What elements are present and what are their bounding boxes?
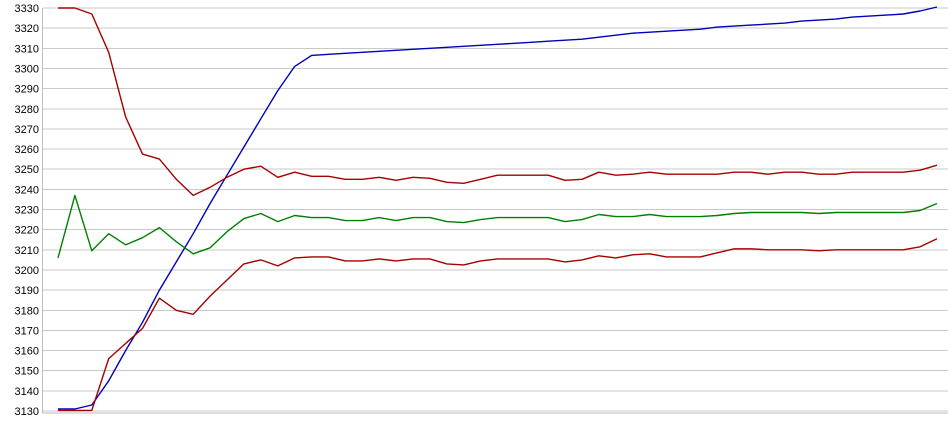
y-axis-tick-label: 3230 [15,205,39,217]
series-lines [57,6,938,412]
y-axis-tick-label: 3160 [15,346,39,358]
gridlines [43,7,948,412]
y-axis-tick-label: 3130 [15,406,39,418]
y-axis-tick-label: 3180 [15,305,39,317]
series-lower-red-line [58,238,938,412]
y-axis-tick-label: 3220 [15,225,39,237]
y-axis-tick-label: 3190 [15,285,39,297]
y-axis-tick-label: 3270 [15,124,39,136]
series-blue-line [58,6,938,410]
y-axis-labels: 3330 3320 3310 3300 3290 3280 3270 3260 3250 3240… [15,3,39,418]
y-axis-tick-label: 3320 [15,23,39,35]
y-axis-tick-label: 3150 [15,366,39,378]
y-axis-tick-label: 3280 [15,104,39,116]
y-axis-tick-label: 3210 [15,245,39,257]
y-axis-tick-label: 3300 [15,63,39,75]
y-axis-tick-label: 3240 [15,184,39,196]
y-axis-tick-label: 3170 [15,325,39,337]
series-green-line [57,194,938,259]
series-upper-red-line [58,7,938,197]
y-axis-tick-label: 3250 [15,164,39,176]
y-axis-tick-label: 3200 [15,265,39,277]
y-axis-tick-label: 3330 [15,3,39,15]
y-axis-tick-label: 3290 [15,84,39,96]
y-axis-tick-label: 3310 [15,43,39,55]
axes [42,8,948,414]
y-axis-tick-label: 3140 [15,386,39,398]
y-axis-tick-label: 3260 [15,144,39,156]
